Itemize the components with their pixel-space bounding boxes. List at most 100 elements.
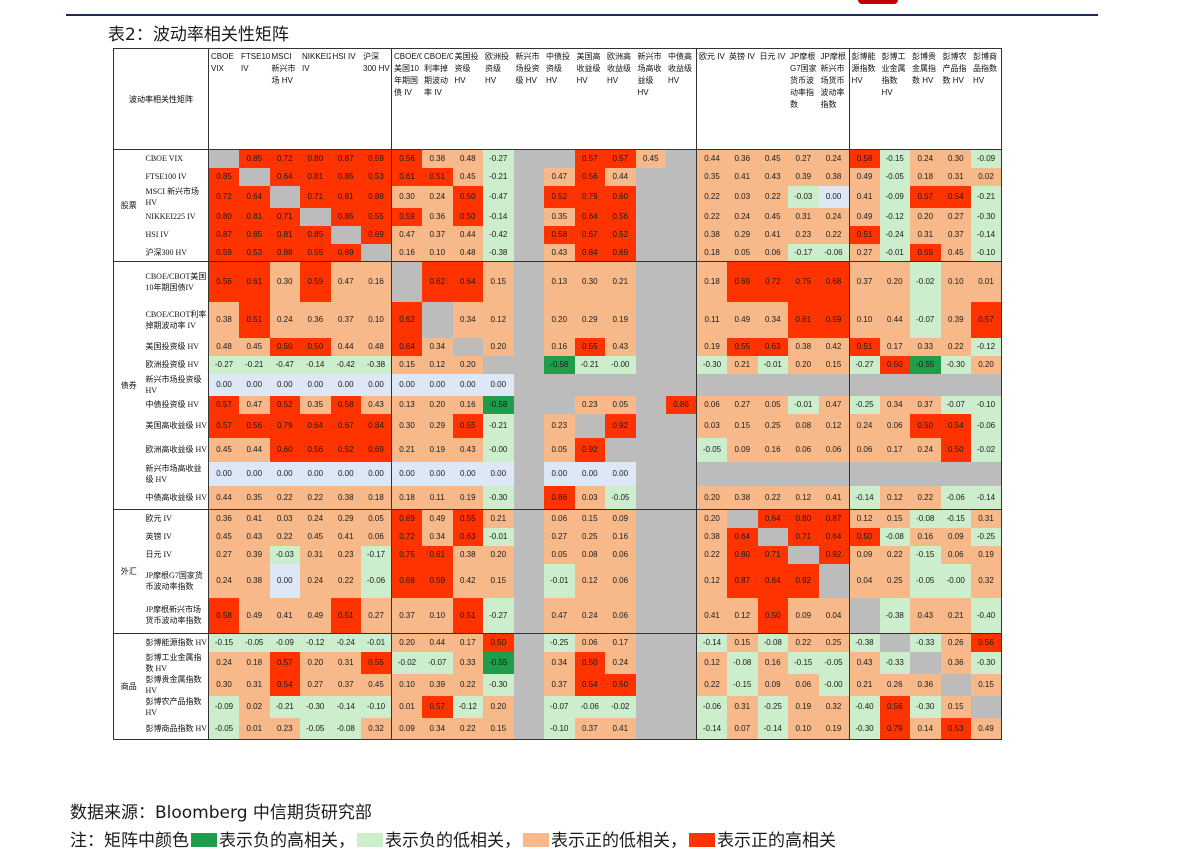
correlation-cell: -0.17 bbox=[788, 243, 819, 262]
correlation-cell: 0.24 bbox=[848, 413, 880, 438]
correlation-cell bbox=[513, 373, 544, 396]
correlation-cell: -0.07 bbox=[422, 651, 453, 674]
correlation-cell: 0.59 bbox=[208, 243, 239, 262]
correlation-cell: 0.59 bbox=[300, 261, 331, 302]
correlation-cell: 0.21 bbox=[605, 261, 636, 302]
correlation-cell: 0.09 bbox=[605, 509, 636, 528]
correlation-cell: 0.34 bbox=[879, 395, 910, 414]
correlation-cell: 0.37 bbox=[574, 717, 605, 740]
correlation-cell: 0.30 bbox=[391, 413, 422, 438]
correlation-cell: -0.00 bbox=[940, 563, 971, 598]
correlation-cell: -0.21 bbox=[239, 355, 270, 374]
correlation-cell: 0.19 bbox=[788, 695, 819, 718]
correlation-cell: 0.67 bbox=[330, 413, 361, 438]
correlation-cell: -0.07 bbox=[544, 695, 575, 718]
correlation-cell: 0.51 bbox=[239, 301, 270, 338]
correlation-cell: 0.21 bbox=[848, 673, 880, 696]
correlation-cell: 0.37 bbox=[848, 261, 880, 302]
correlation-cell bbox=[635, 413, 666, 438]
note-prefix: 注：矩阵中颜色 bbox=[70, 831, 189, 851]
correlation-cell: 0.03 bbox=[696, 413, 727, 438]
correlation-cell bbox=[513, 461, 544, 486]
row-header: 中债高收益级 HV bbox=[143, 485, 209, 510]
correlation-cell: 0.00 bbox=[605, 461, 636, 486]
correlation-cell bbox=[666, 243, 697, 262]
correlation-cell bbox=[879, 373, 910, 396]
correlation-cell: -0.38 bbox=[483, 243, 514, 262]
correlation-cell: 0.06 bbox=[361, 527, 392, 546]
correlation-cell: 0.24 bbox=[300, 563, 331, 598]
row-header: 沪深300 HV bbox=[143, 243, 209, 262]
correlation-cell: 0.06 bbox=[848, 437, 880, 462]
correlation-cell: 0.55 bbox=[361, 207, 392, 226]
correlation-cell: 0.43 bbox=[544, 243, 575, 262]
correlation-cell: -0.21 bbox=[971, 185, 1002, 208]
correlation-cell: 0.68 bbox=[391, 563, 422, 598]
correlation-cell: 0.18 bbox=[910, 167, 941, 186]
correlation-cell: 0.18 bbox=[239, 651, 270, 674]
correlation-cell: 0.30 bbox=[269, 261, 300, 302]
correlation-cell: 0.29 bbox=[422, 413, 453, 438]
correlation-cell: 0.87 bbox=[818, 509, 849, 528]
group-label: 外汇 bbox=[113, 509, 144, 634]
legend-swatch bbox=[191, 833, 217, 847]
correlation-cell: 0.13 bbox=[391, 395, 422, 414]
correlation-cell: 0.75 bbox=[788, 261, 819, 302]
correlation-cell bbox=[635, 301, 666, 338]
column-header: CBOE VIX bbox=[208, 48, 239, 150]
correlation-cell: 0.27 bbox=[940, 207, 971, 226]
correlation-cell bbox=[513, 355, 544, 374]
correlation-cell: 0.36 bbox=[422, 207, 453, 226]
correlation-cell: 0.72 bbox=[269, 149, 300, 168]
correlation-cell: 0.22 bbox=[696, 207, 727, 226]
correlation-cell bbox=[666, 527, 697, 546]
correlation-cell: -0.02 bbox=[605, 695, 636, 718]
correlation-cell: 0.35 bbox=[239, 485, 270, 510]
correlation-cell: 0.63 bbox=[452, 527, 483, 546]
correlation-cell bbox=[635, 563, 666, 598]
correlation-cell: 0.13 bbox=[544, 261, 575, 302]
correlation-cell bbox=[666, 225, 697, 244]
correlation-cell bbox=[666, 337, 697, 356]
correlation-cell: 0.56 bbox=[391, 149, 422, 168]
correlation-cell: -0.15 bbox=[788, 651, 819, 674]
correlation-cell: 0.22 bbox=[879, 545, 910, 564]
row-header: 新兴市场高收益级 HV bbox=[143, 461, 209, 486]
correlation-cell: 0.01 bbox=[239, 717, 270, 740]
correlation-cell: 0.43 bbox=[361, 395, 392, 414]
correlation-cell: -0.30 bbox=[971, 207, 1002, 226]
correlation-cell: 0.88 bbox=[269, 243, 300, 262]
column-header: 彭博工业金属指数 HV bbox=[879, 48, 910, 150]
correlation-cell: 0.19 bbox=[452, 485, 483, 510]
column-header: 欧元 IV bbox=[696, 48, 727, 150]
correlation-cell: 0.10 bbox=[422, 243, 453, 262]
correlation-cell: 0.56 bbox=[239, 413, 270, 438]
correlation-cell: 0.41 bbox=[269, 597, 300, 634]
correlation-cell: 0.15 bbox=[727, 633, 758, 652]
correlation-cell: 0.15 bbox=[818, 355, 849, 374]
correlation-cell: 0.79 bbox=[574, 185, 605, 208]
correlation-cell bbox=[666, 301, 697, 338]
correlation-cell bbox=[757, 373, 788, 396]
correlation-cell: -0.09 bbox=[208, 695, 239, 718]
row-header: 英镑 IV bbox=[143, 527, 209, 546]
correlation-cell bbox=[666, 437, 697, 462]
diagonal-cell bbox=[940, 673, 971, 696]
correlation-cell: -0.38 bbox=[848, 633, 880, 652]
correlation-cell bbox=[574, 373, 605, 396]
correlation-cell: 0.22 bbox=[452, 673, 483, 696]
correlation-cell: 0.55 bbox=[452, 413, 483, 438]
correlation-cell: 0.72 bbox=[391, 527, 422, 546]
correlation-cell: 0.71 bbox=[300, 185, 331, 208]
correlation-cell: 0.49 bbox=[727, 301, 758, 338]
column-header: FTSE100 IV bbox=[239, 48, 270, 150]
correlation-cell: 0.44 bbox=[696, 149, 727, 168]
correlation-cell: 0.84 bbox=[361, 413, 392, 438]
diagonal-cell bbox=[300, 207, 331, 226]
correlation-cell: 0.58 bbox=[330, 395, 361, 414]
correlation-cell: 0.19 bbox=[605, 301, 636, 338]
correlation-cell: 0.60 bbox=[605, 185, 636, 208]
correlation-cell: 0.02 bbox=[971, 167, 1002, 186]
correlation-cell: 0.06 bbox=[879, 413, 910, 438]
correlation-cell bbox=[666, 167, 697, 186]
